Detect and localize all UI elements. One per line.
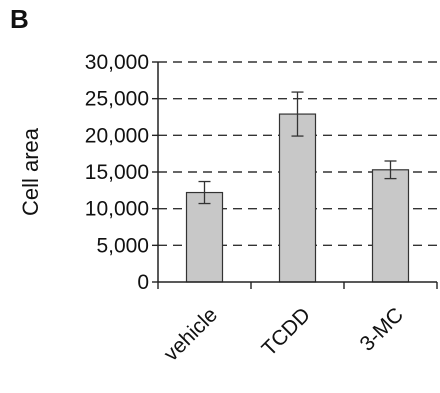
bar-3-mc bbox=[371, 169, 410, 283]
bar-tcdd bbox=[278, 113, 317, 283]
x-tick-label-3-mc: 3-MC bbox=[355, 303, 408, 356]
error-bar-tcdd bbox=[291, 91, 304, 137]
y-axis-label: Cell area bbox=[18, 127, 43, 216]
x-tick-label-vehicle: vehicle bbox=[160, 303, 222, 365]
y-tick-label-0: 0 bbox=[137, 271, 149, 294]
y-tick-label-4: 20,000 bbox=[85, 124, 149, 147]
y-tick-label-5: 25,000 bbox=[85, 88, 149, 111]
error-bar-vehicle bbox=[198, 180, 211, 205]
panel-label: B bbox=[10, 4, 29, 34]
bar-vehicle bbox=[185, 191, 224, 283]
x-tick-label-tcdd: TCDD bbox=[258, 303, 316, 361]
error-bars bbox=[198, 91, 397, 205]
y-tick-label-2: 10,000 bbox=[85, 198, 149, 221]
y-tick-label-3: 15,000 bbox=[85, 161, 149, 184]
y-tick-label-6: 30,000 bbox=[85, 51, 149, 74]
error-bar-3-mc bbox=[384, 160, 397, 180]
bars bbox=[185, 113, 410, 283]
y-tick-label-1: 5,000 bbox=[96, 234, 149, 257]
axes bbox=[152, 61, 438, 289]
